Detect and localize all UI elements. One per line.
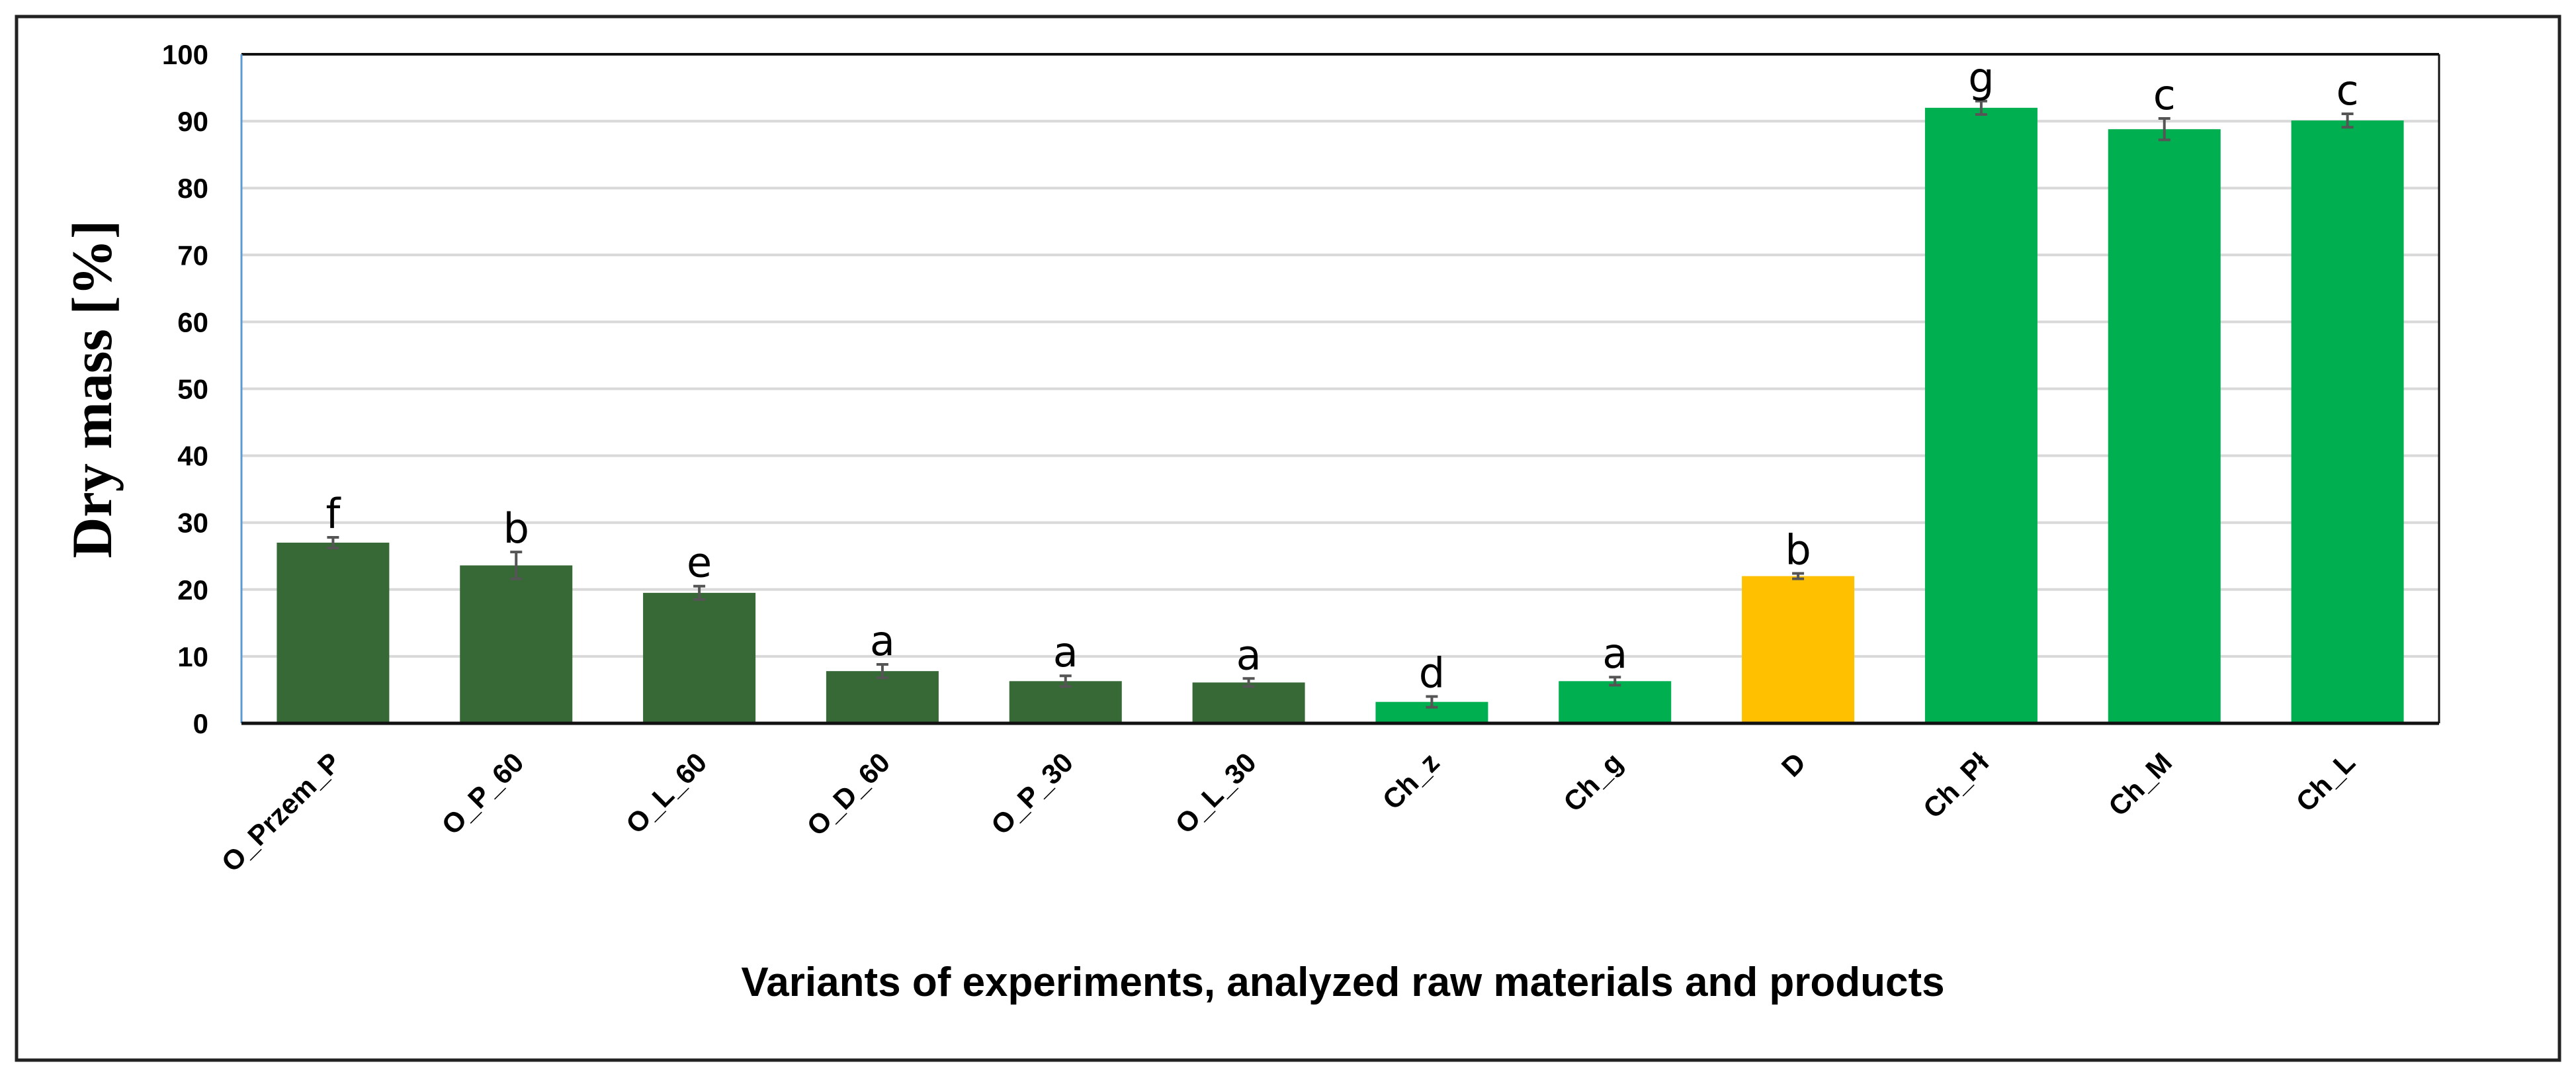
- bar-O_P_60: [460, 565, 573, 723]
- y-tick-label: 20: [177, 574, 208, 606]
- bar-Ch_M: [2108, 129, 2221, 723]
- significance-letter: a: [1053, 628, 1078, 676]
- y-tick-label: 50: [177, 374, 208, 405]
- significance-letter: f: [326, 490, 342, 538]
- bar-O_L_30: [1192, 682, 1305, 723]
- significance-letter: c: [2153, 71, 2176, 119]
- bars: f b e a a a d a b g c c: [277, 54, 2404, 724]
- bar-Ch_g: [1559, 681, 1672, 723]
- gridlines: [241, 120, 2439, 658]
- bar-O_P_30: [1009, 681, 1122, 723]
- y-tick-labels: 0 10 20 30 40 50 60 70 80 90 100: [162, 39, 208, 739]
- significance-letter: c: [2337, 66, 2359, 114]
- x-axis-title: Variants of experiments, analyzed raw ma…: [741, 960, 1944, 1005]
- bar-O_Przem_P: [277, 543, 390, 723]
- bar-Ch_L: [2291, 120, 2404, 724]
- y-tick-label: 70: [177, 240, 208, 271]
- y-tick-label: 60: [177, 306, 208, 337]
- y-tick-label: 100: [162, 39, 208, 70]
- y-tick-label: 10: [177, 641, 208, 672]
- significance-letter: a: [1236, 631, 1262, 679]
- bar-Ch_Pł: [1924, 107, 2038, 723]
- significance-letter: a: [1602, 629, 1627, 678]
- significance-letter: a: [870, 617, 895, 665]
- y-tick-label: 0: [193, 708, 208, 739]
- y-tick-label: 90: [177, 106, 208, 137]
- axes: [240, 53, 2440, 725]
- significance-letter: e: [687, 539, 712, 587]
- significance-letter: b: [1785, 526, 1811, 574]
- y-tick-label: 80: [177, 173, 208, 204]
- bar-D: [1742, 576, 1855, 723]
- significance-letter: d: [1419, 649, 1445, 697]
- y-tick-label: 30: [177, 508, 208, 539]
- y-axis-title: Dry mass [%]: [60, 220, 124, 558]
- significance-letter: g: [1968, 54, 1994, 102]
- bar-O_D_60: [826, 671, 939, 723]
- bar-O_L_60: [643, 592, 756, 723]
- significance-letter: b: [503, 504, 529, 553]
- y-tick-label: 40: [177, 441, 208, 472]
